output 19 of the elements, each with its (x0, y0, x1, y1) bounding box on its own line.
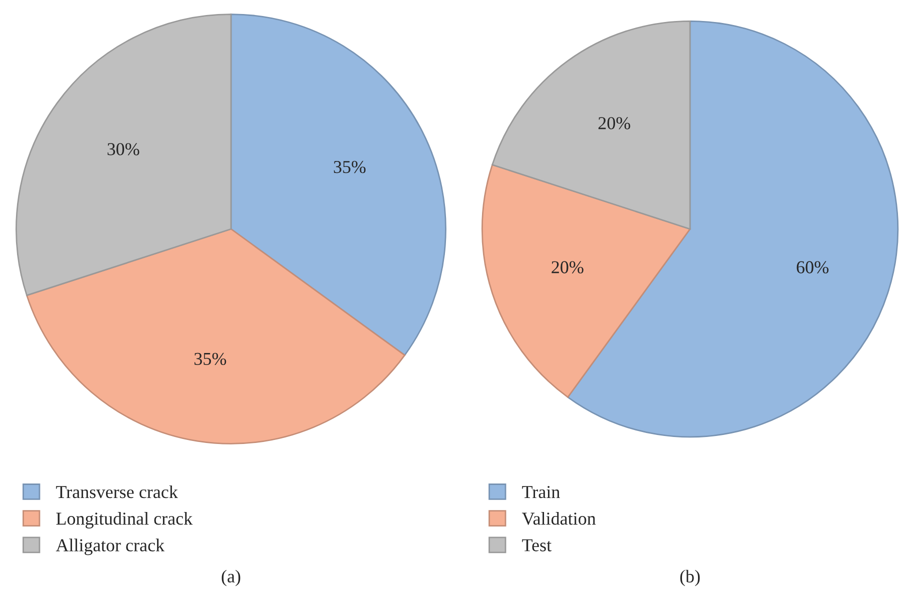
data-label: 35% (334, 160, 366, 174)
legend-label: Transverse crack (56, 485, 178, 498)
data-label: 30% (108, 143, 140, 156)
data-label: 35% (194, 352, 226, 366)
data-label: 20% (552, 261, 584, 274)
pie-slice (26, 228, 406, 444)
legend-label: Longitudinal crack (56, 512, 193, 528)
legend-label: Alligator crack (56, 538, 165, 556)
pie-slice (230, 14, 446, 356)
data-label: 60% (796, 261, 828, 274)
legend-label: Validation (522, 512, 596, 525)
legend-label: Train (522, 486, 560, 498)
pie-slice (481, 164, 691, 398)
pie-slice (492, 20, 691, 230)
pie-slice (16, 14, 232, 296)
text: (b) (680, 570, 700, 586)
text: (a) (222, 570, 240, 586)
legend-label: Test (522, 539, 552, 552)
data-label: 20% (598, 117, 630, 130)
